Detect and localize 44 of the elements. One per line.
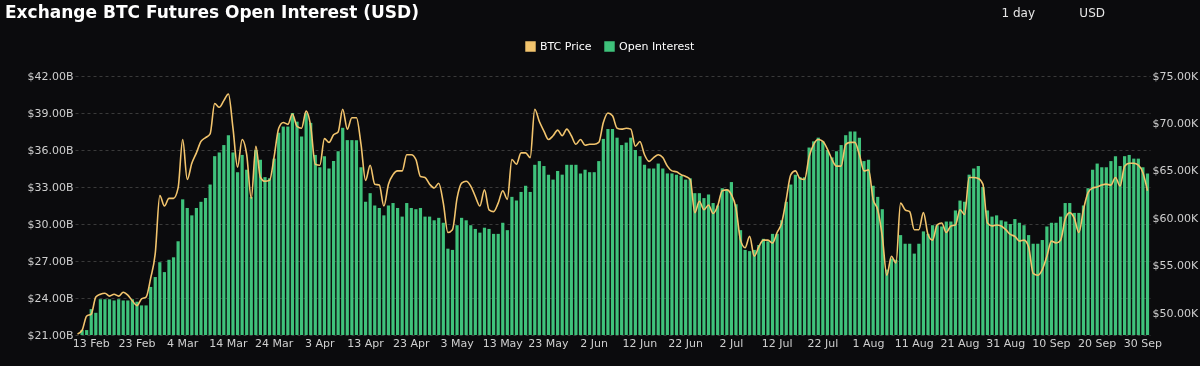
x-tick-label: 20 Sep: [1078, 336, 1117, 350]
y-tick-label: $42.00B: [27, 69, 74, 83]
y2-tick-label: $60.00K: [1152, 211, 1199, 225]
x-tick-label: 13 May: [482, 336, 524, 350]
y2-tick-label: $65.00K: [1152, 164, 1199, 178]
x-tick-label: 23 Apr: [393, 336, 431, 350]
y-tick-label: $39.00B: [27, 106, 74, 120]
x-tick-label: 30 Sep: [1123, 336, 1163, 350]
text: USD: [1079, 6, 1105, 20]
y-tick-label: $33.00B: [27, 180, 74, 194]
x-tick-label: 2 Jun: [580, 336, 609, 350]
x-tick-label: 13 Feb: [72, 336, 110, 350]
y-tick-label: $30.00B: [27, 217, 74, 231]
line-series: [76, 93, 1149, 335]
x-tick-label: 13 Apr: [347, 336, 385, 350]
x-tick-label: 4 Mar: [167, 336, 199, 350]
y-tick-label: $27.00B: [27, 254, 74, 268]
x-tick-label: 3 May: [440, 336, 475, 350]
y2-tick-label: $75.00K: [1152, 69, 1199, 83]
x-tick-label: 22 Jul: [807, 336, 839, 350]
x-tick-label: 14 Mar: [209, 336, 249, 350]
y-tick-label: $21.00B: [27, 328, 74, 342]
x-tick-label: 23 Feb: [118, 336, 156, 350]
x-tick-label: 31 Aug: [986, 336, 1026, 350]
x-tick-label: 22 Jun: [668, 336, 704, 350]
legend-label: Open Interest: [619, 39, 695, 53]
x-tick-label: 12 Jul: [761, 336, 793, 350]
x-tick-label: 2 Jul: [719, 336, 744, 350]
x-tick-label: 11 Aug: [894, 336, 934, 350]
x-tick-label: 24 Mar: [255, 336, 294, 350]
x-tick-label: 3 Apr: [305, 336, 336, 350]
y2-tick-label: $70.00K: [1152, 116, 1199, 130]
text: 1 day: [1001, 6, 1035, 20]
chart-title: Exchange BTC Futures Open Interest (USD): [5, 2, 419, 22]
y-tick-label: $36.00B: [27, 143, 74, 157]
y-tick-label: $24.00B: [27, 291, 74, 305]
x-tick-label: 10 Sep: [1032, 336, 1071, 350]
y2-tick-label: $55.00K: [1152, 259, 1199, 273]
x-tick-label: 1 Aug: [852, 336, 885, 350]
legend-label: BTC Price: [540, 39, 592, 53]
y2-tick-label: $50.00K: [1152, 306, 1199, 320]
x-tick-label: 21 Aug: [940, 336, 980, 350]
x-tick-label: 23 May: [528, 336, 570, 350]
x-tick-label: 12 Jun: [622, 336, 658, 350]
